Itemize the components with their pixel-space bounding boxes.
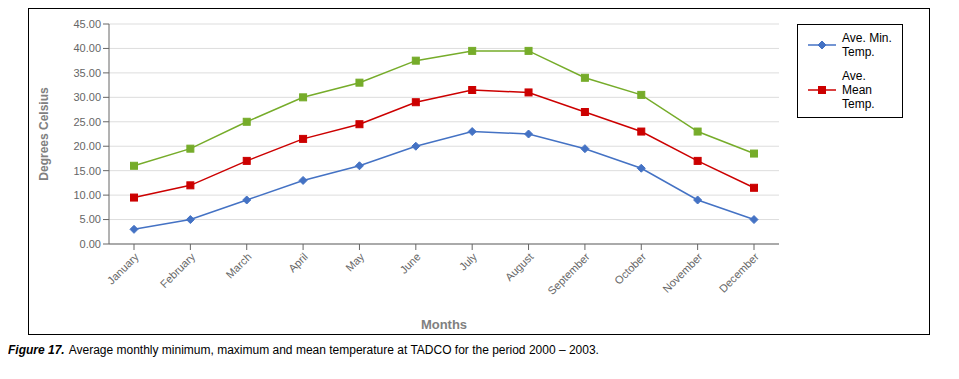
svg-text:September: September <box>545 250 592 297</box>
svg-text:30.00: 30.00 <box>73 91 101 103</box>
svg-text:Degrees Celsius: Degrees Celsius <box>37 87 51 181</box>
svg-text:June: June <box>397 250 422 275</box>
svg-text:December: December <box>717 250 762 295</box>
html-text:Ave. Min. Temp.: Ave. Min. Temp. <box>842 31 892 59</box>
svg-text:January: January <box>105 250 142 287</box>
svg-text:February: February <box>158 250 198 290</box>
svg-text:35.00: 35.00 <box>73 67 101 79</box>
svg-text:45.00: 45.00 <box>73 18 101 30</box>
html-text:Figure 17. Average monthly min: Figure 17. Average monthly minimum, maxi… <box>8 343 599 357</box>
svg-text:Months: Months <box>421 317 467 332</box>
svg-text:0.00: 0.00 <box>80 238 101 250</box>
svg-text:20.00: 20.00 <box>73 140 101 152</box>
svg-text:15.00: 15.00 <box>73 165 101 177</box>
html-text:Ave. Mean Temp.: Ave. Mean Temp. <box>842 69 875 111</box>
svg-text:25.00: 25.00 <box>73 116 101 128</box>
svg-text:40.00: 40.00 <box>73 42 101 54</box>
svg-text:July: July <box>457 250 480 273</box>
svg-text:August: August <box>503 250 536 283</box>
svg-text:March: March <box>224 250 254 280</box>
svg-text:May: May <box>343 250 367 274</box>
svg-text:10.00: 10.00 <box>73 189 101 201</box>
svg-text:5.00: 5.00 <box>80 213 101 225</box>
svg-text:April: April <box>286 250 310 274</box>
svg-text:November: November <box>660 250 705 295</box>
svg-text:October: October <box>612 250 648 286</box>
